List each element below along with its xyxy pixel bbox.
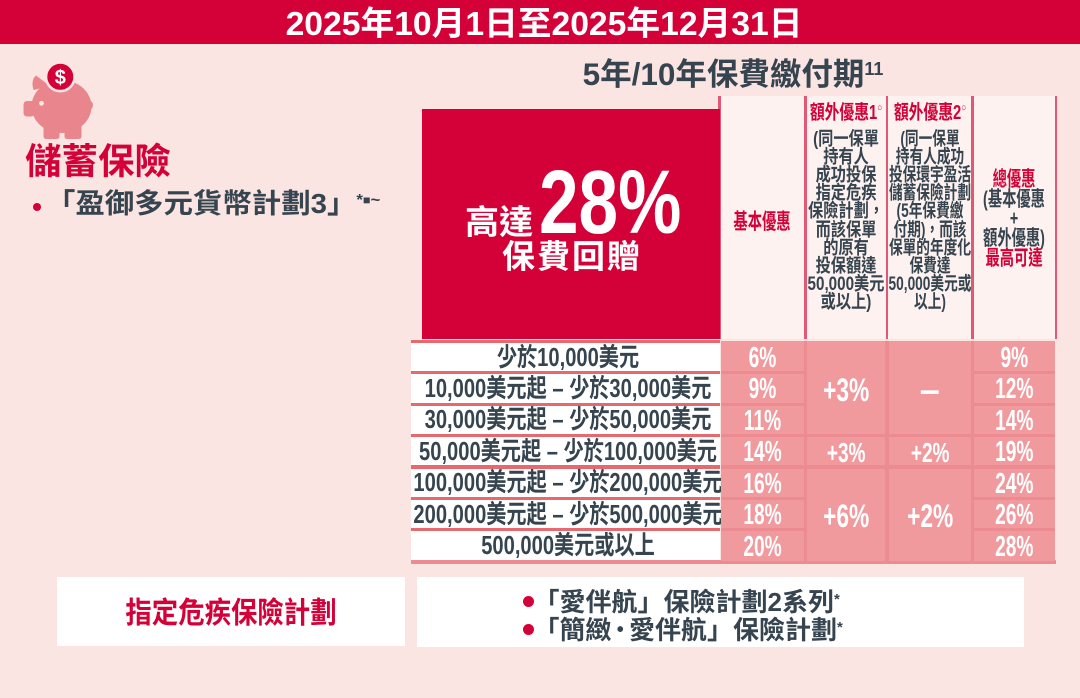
svg-text:$: $ bbox=[55, 67, 66, 89]
